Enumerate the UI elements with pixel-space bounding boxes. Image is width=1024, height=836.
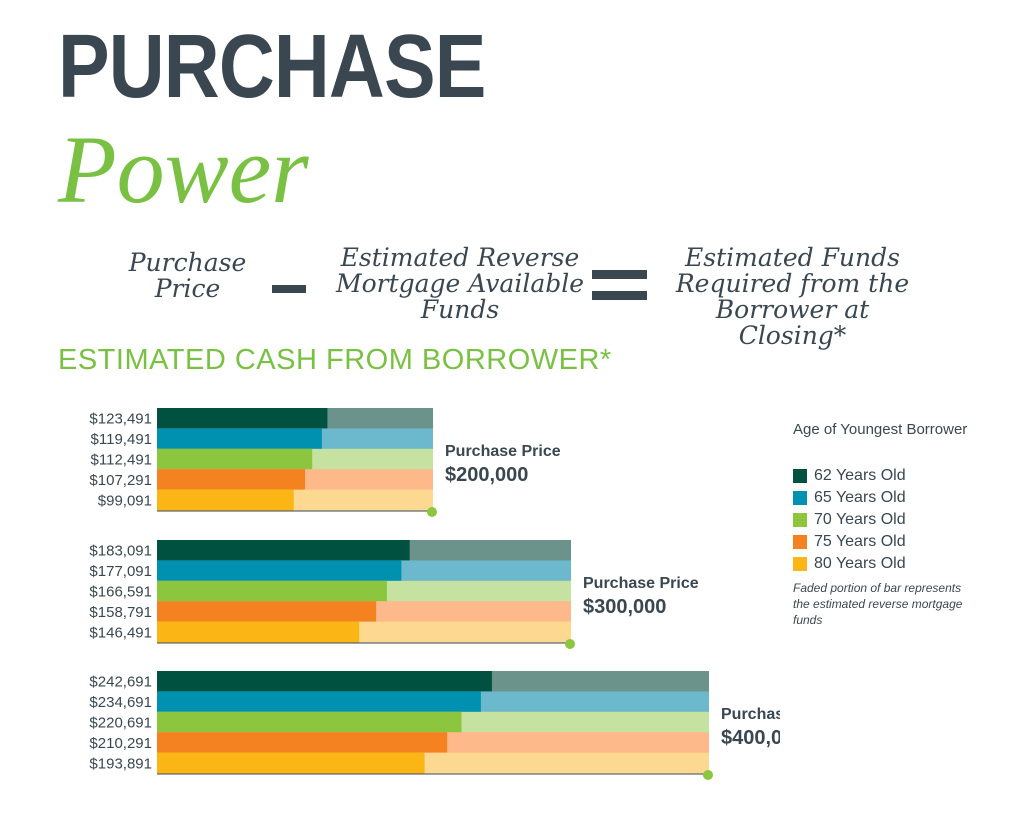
bar-cash-from-borrower bbox=[157, 711, 462, 733]
purchase-price-value: $200,000 bbox=[445, 464, 528, 486]
purchase-price-marker bbox=[703, 770, 713, 780]
chart-section-title: ESTIMATED CASH FROM BORROWER* bbox=[58, 344, 612, 376]
bar-cash-from-borrower bbox=[157, 691, 481, 713]
legend-note: Faded portion of bar represents the esti… bbox=[793, 581, 963, 627]
bar-cash-from-borrower bbox=[157, 428, 322, 450]
bar-cash-from-borrower bbox=[157, 580, 387, 602]
bar-cash-from-borrower bbox=[157, 732, 448, 753]
bar-value-label: $242,691 bbox=[89, 674, 152, 691]
equation-term-reverse-mortgage-funds: Estimated Reverse Mortgage Available Fun… bbox=[335, 243, 585, 324]
equals-sign-bottom bbox=[592, 291, 647, 300]
bar-cash-from-borrower bbox=[157, 469, 306, 490]
bar-cash-from-borrower bbox=[157, 601, 377, 622]
legend-label: 65 Years Old bbox=[814, 489, 906, 506]
bar-value-label: $119,491 bbox=[91, 431, 152, 448]
bar-value-label: $193,891 bbox=[89, 755, 152, 772]
legend-item: 80 Years Old bbox=[793, 553, 906, 575]
equals-sign-top bbox=[592, 270, 647, 279]
legend-swatch bbox=[793, 491, 807, 505]
bar-value-label: $234,691 bbox=[89, 694, 152, 711]
bar-value-label: $158,791 bbox=[89, 604, 152, 621]
purchase-power-chart: $123,491 $119,491 $112,491 $107,291 $99,091 P… bbox=[89, 408, 780, 780]
legend-swatch bbox=[793, 513, 807, 527]
bar-cash-from-borrower bbox=[157, 671, 492, 692]
bar-cash-from-borrower bbox=[157, 489, 294, 511]
bar-value-label: $107,291 bbox=[89, 472, 152, 489]
bar-value-label: $177,091 bbox=[89, 563, 152, 580]
bar-value-label: $220,691 bbox=[89, 715, 152, 732]
bar-cash-from-borrower bbox=[157, 752, 425, 774]
bar-value-label: $123,491 bbox=[89, 411, 152, 428]
equation-term-purchase-price: Purchase Price bbox=[128, 248, 247, 303]
equation-result-funds-required: Estimated Funds Required from the Borrow… bbox=[675, 243, 910, 350]
bar-cash-from-borrower bbox=[157, 408, 328, 429]
legend-title: Age of Youngest Borrower bbox=[793, 421, 968, 438]
purchase-price-label: Purchase Price bbox=[445, 443, 561, 460]
bar-value-label: $166,591 bbox=[89, 584, 152, 601]
bar-value-label: $99,091 bbox=[98, 492, 152, 509]
page-title: PURCHASE bbox=[58, 17, 486, 117]
legend-label: 75 Years Old bbox=[814, 533, 906, 550]
bar-value-label: $210,291 bbox=[89, 735, 152, 752]
legend-swatch bbox=[793, 535, 807, 549]
purchase-price-marker bbox=[565, 639, 575, 649]
bar-value-label: $112,491 bbox=[91, 452, 152, 469]
bar-cash-from-borrower bbox=[157, 560, 402, 582]
legend-swatch bbox=[793, 469, 807, 483]
legend-item: 70 Years Old bbox=[793, 509, 906, 531]
purchase-price-marker bbox=[427, 507, 437, 517]
purchase-price-value: $400,000 bbox=[721, 727, 780, 749]
legend-item: 75 Years Old bbox=[793, 531, 906, 553]
bar-cash-from-borrower bbox=[157, 540, 410, 561]
legend-swatch bbox=[793, 557, 807, 571]
legend-item: 62 Years Old bbox=[793, 465, 906, 487]
bar-value-label: $183,091 bbox=[89, 543, 152, 560]
page-subtitle: Power bbox=[58, 116, 309, 223]
bar-cash-from-borrower bbox=[157, 448, 313, 470]
legend-label: 70 Years Old bbox=[814, 511, 906, 528]
legend-item: 65 Years Old bbox=[793, 487, 906, 509]
legend-label: 80 Years Old bbox=[814, 555, 906, 572]
legend-label: 62 Years Old bbox=[814, 467, 906, 484]
minus-sign bbox=[272, 285, 306, 293]
purchase-price-label: Purchase Price bbox=[583, 575, 699, 592]
purchase-price-label: Purchase Price bbox=[721, 706, 780, 723]
bar-cash-from-borrower bbox=[157, 621, 360, 643]
purchase-price-value: $300,000 bbox=[583, 596, 666, 618]
bar-value-label: $146,491 bbox=[89, 624, 152, 641]
